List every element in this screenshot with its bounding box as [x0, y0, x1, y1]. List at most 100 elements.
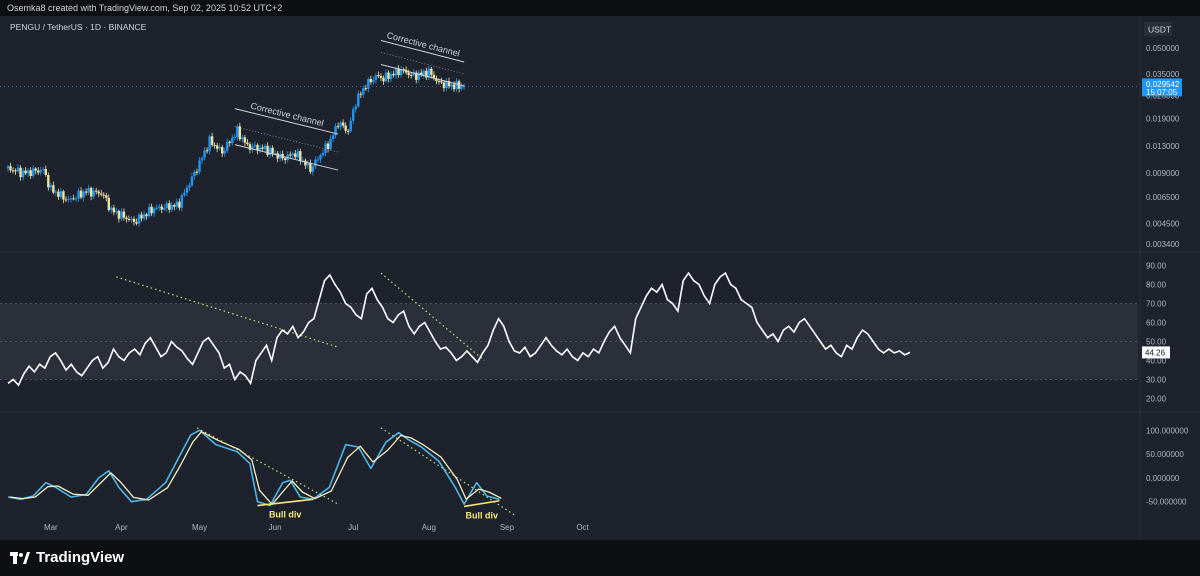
candle-body	[16, 167, 20, 172]
macd-tick-label: 50.000000	[1146, 450, 1184, 459]
x-tick-label: Sep	[500, 523, 515, 532]
candle-body	[321, 152, 325, 156]
candle-body	[145, 214, 148, 217]
candle-body	[226, 141, 229, 151]
candle-body	[233, 136, 236, 138]
x-tick-label: Aug	[422, 523, 436, 532]
candle-body	[382, 77, 385, 82]
rsi-line	[7, 271, 911, 387]
candle-body	[82, 191, 85, 198]
candle-body	[64, 199, 68, 201]
candle-body	[135, 221, 138, 224]
candle-body	[32, 168, 35, 177]
currency-label[interactable]: USDT	[1148, 25, 1171, 35]
candle-body	[221, 147, 224, 154]
candle-body	[105, 195, 108, 198]
candle-body	[198, 160, 201, 173]
candle-body	[19, 167, 22, 178]
tradingview-logo[interactable]: TradingView	[10, 549, 124, 566]
rsi-tick-label: 80.00	[1146, 281, 1167, 290]
candle-body	[268, 147, 272, 156]
price-tick-label: 0.019000	[1146, 115, 1180, 124]
candle-body	[130, 218, 133, 220]
x-tick-label: Oct	[576, 523, 589, 532]
candle-body	[369, 78, 373, 83]
x-tick-label: Mar	[44, 523, 58, 532]
candle-body	[168, 203, 171, 210]
candle-body	[203, 150, 206, 158]
rsi-tick-label: 20.00	[1146, 395, 1167, 404]
candle-body	[294, 153, 297, 158]
candle-body	[271, 147, 274, 154]
channel-label: Corrective channel	[250, 101, 325, 129]
candle-body	[435, 78, 438, 81]
candle-body	[215, 145, 219, 149]
candle-body	[155, 207, 158, 209]
candle-body	[253, 144, 257, 147]
candle-body	[364, 88, 368, 90]
candle-body	[188, 185, 191, 188]
candle-body	[284, 158, 287, 161]
candle-body	[231, 137, 234, 144]
footer: TradingView	[0, 540, 1200, 576]
candle-body	[392, 73, 395, 76]
candle-body	[410, 75, 413, 77]
candle-body	[89, 188, 93, 197]
candle-body	[384, 72, 388, 82]
candle-body	[34, 168, 37, 171]
candle-body	[447, 81, 451, 87]
x-tick-label: Apr	[115, 523, 128, 532]
candle-body	[107, 197, 110, 211]
candle-body	[26, 170, 30, 174]
price-tick-label: 0.035000	[1146, 70, 1180, 79]
candle-body	[132, 218, 136, 222]
candle-body	[389, 73, 393, 79]
candle-body	[49, 185, 53, 188]
x-tick-label: May	[192, 523, 207, 532]
candle-body	[427, 68, 431, 78]
candle-body	[125, 217, 128, 220]
candle-body	[251, 146, 254, 150]
currency-box[interactable]	[1144, 22, 1172, 36]
candle-body	[59, 191, 63, 197]
x-tick-label: Jul	[348, 523, 358, 532]
candle-body	[402, 69, 405, 71]
candle-body	[147, 206, 151, 217]
candle-body	[304, 160, 307, 166]
candle-body	[430, 68, 433, 75]
rsi-tick-label: 60.00	[1146, 319, 1167, 328]
candle-body	[367, 78, 370, 89]
divergence-line	[463, 499, 500, 508]
candle-body	[152, 208, 156, 214]
candle-body	[349, 120, 352, 132]
candle-body	[354, 106, 357, 110]
candle-body	[95, 190, 98, 192]
candle-body	[374, 75, 378, 80]
candle-body	[210, 136, 214, 146]
candle-body	[9, 166, 12, 171]
candle-body	[158, 206, 161, 208]
candle-body	[336, 126, 340, 128]
candle-body	[311, 166, 315, 172]
candle-body	[291, 153, 294, 156]
candle-body	[415, 72, 418, 80]
candle-body	[261, 147, 264, 149]
candle-body	[69, 198, 73, 200]
candle-body	[437, 80, 441, 82]
candle-body	[339, 122, 342, 127]
candle-body	[314, 159, 317, 167]
rsi-tick-label: 30.00	[1146, 376, 1167, 385]
candle-body	[425, 70, 428, 78]
divergence-label: Bull div	[466, 510, 499, 520]
candle-body	[334, 126, 337, 136]
candle-body	[92, 190, 95, 197]
candle-body	[442, 82, 446, 89]
rsi-badge	[1142, 346, 1170, 359]
candle-body	[299, 151, 302, 162]
candle-body	[218, 147, 221, 149]
creator-line: Osemka8 created with TradingView.com, Se…	[0, 0, 1200, 16]
candle-body	[289, 154, 292, 156]
chart-area[interactable]: Corrective channel Corrective channel Bul…	[0, 16, 1200, 540]
x-tick-label: Jun	[269, 523, 282, 532]
